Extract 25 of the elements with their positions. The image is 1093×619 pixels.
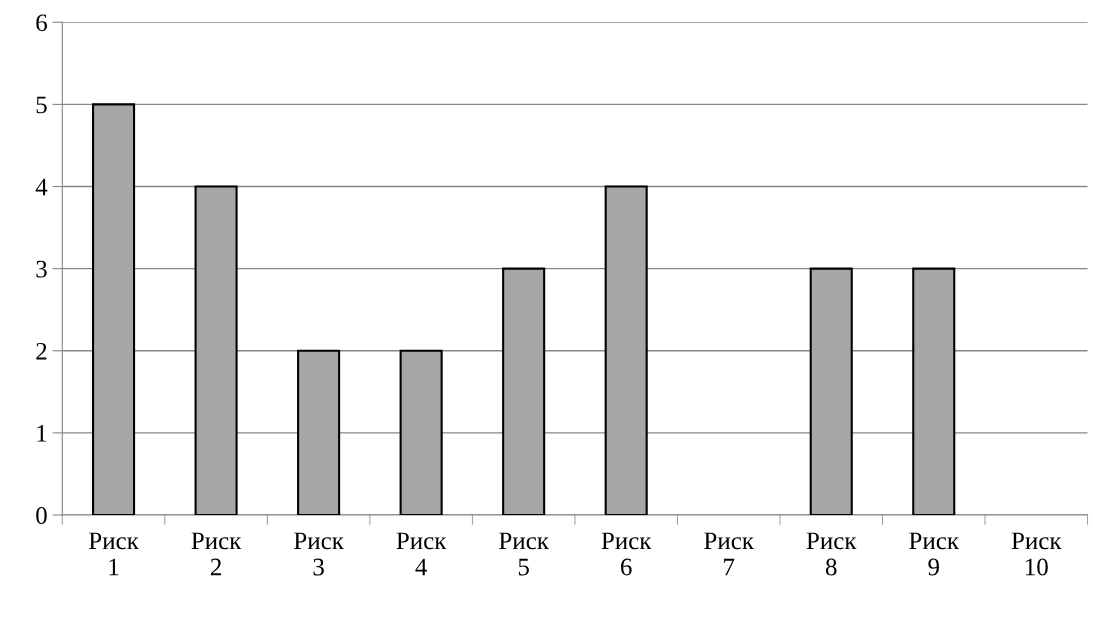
y-tick-label: 2 (36, 342, 47, 360)
y-tick-label: 6 (36, 14, 47, 32)
x-tick-label: Риск 6 (601, 532, 652, 576)
x-tick-label: Риск 3 (294, 532, 344, 576)
y-tick-label: 5 (36, 96, 47, 114)
y-tick-label: 1 (37, 425, 47, 442)
y-tick-label: 3 (36, 260, 47, 278)
x-tick-label: Риск 1 (89, 532, 139, 576)
x-tick-label: Риск 2 (191, 532, 242, 576)
bar (912, 267, 956, 516)
x-tick-label: Риск 10 (1011, 532, 1062, 576)
x-tick-label: Риск 7 (704, 532, 754, 576)
bar (92, 103, 136, 516)
bar (502, 267, 546, 516)
x-tick-label: Риск 5 (499, 532, 549, 576)
y-tick-label: 4 (35, 178, 48, 196)
x-tick-label: Риск 9 (909, 532, 960, 576)
bar (297, 349, 341, 516)
x-tick-label: Риск 4 (396, 532, 447, 576)
bar (809, 267, 853, 516)
y-tick-label: 0 (36, 507, 47, 524)
bar (194, 185, 238, 516)
x-tick-label: Риск 8 (806, 532, 857, 576)
bar (399, 349, 443, 516)
bar (604, 185, 648, 516)
